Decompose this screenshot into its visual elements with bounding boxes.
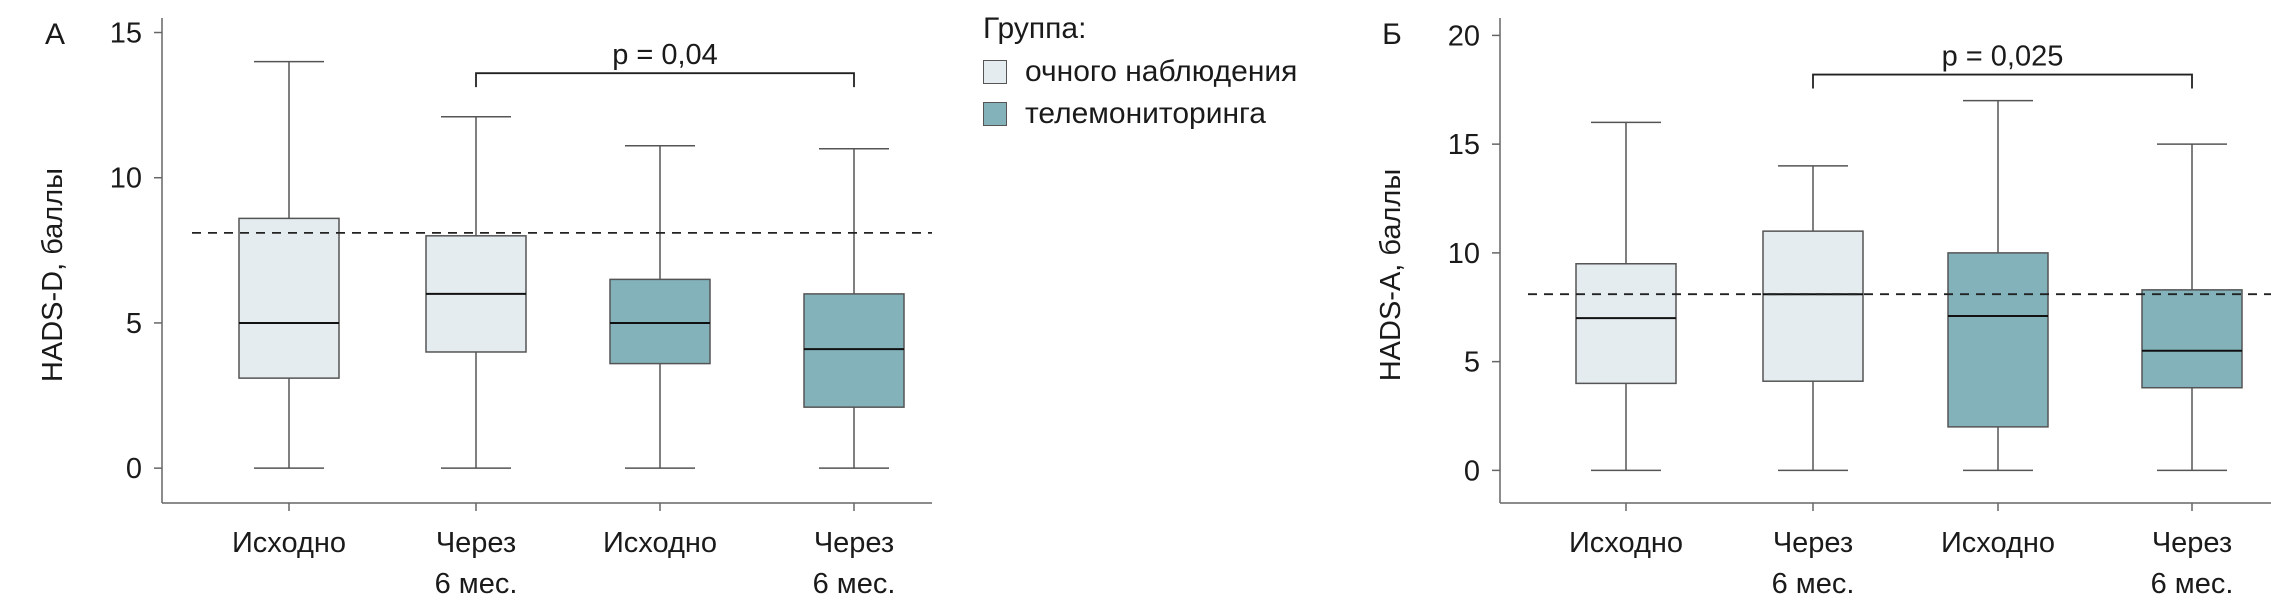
panel1-category-label: Исходно (232, 527, 346, 559)
panel2-category-label-line2: 6 мес. (1772, 568, 1855, 600)
panel2-category-label-line2: 6 мес. (2151, 568, 2234, 600)
panel1-category-label: Через (814, 527, 894, 559)
panel1-box (609, 278, 711, 365)
panel1-ytick-label: 5 (126, 308, 142, 340)
panel1-category-label-line2: 6 мес. (435, 568, 518, 600)
panel1-ytick-label: 0 (126, 453, 142, 485)
panel1-p-value: p = 0,04 (612, 39, 718, 71)
panel1-category-label-line2: 6 мес. (813, 568, 896, 600)
panel2-ytick-label: 10 (1448, 238, 1480, 270)
legend-swatch-visit (983, 60, 1007, 84)
panel2-panel-label: Б (1382, 18, 1402, 51)
panel1-category-label: Исходно (603, 527, 717, 559)
panel2-p-value: p = 0,025 (1942, 41, 2064, 73)
legend-item-visit: очного наблюдения (983, 55, 1297, 89)
panel1-ytick-label: 15 (110, 18, 142, 50)
panel2-box (2141, 289, 2243, 389)
panel2-box (1762, 230, 1864, 382)
legend-label-visit: очного наблюдения (1025, 55, 1298, 88)
panel2-ytick-label: 20 (1448, 20, 1480, 52)
panel2-y-axis-label: HADS-A, баллы (1375, 169, 1407, 381)
panel2-ytick-label: 5 (1464, 347, 1480, 379)
panel1-ytick-label: 10 (110, 163, 142, 195)
panel2-ytick-label: 15 (1448, 129, 1480, 161)
legend-swatch-tele (983, 102, 1007, 126)
panel1-category-label: Через (436, 527, 516, 559)
panel1-box (803, 293, 905, 408)
panel2-significance-bracket (1812, 73, 2193, 89)
panel2-ytick-label: 0 (1464, 455, 1480, 487)
panel1-significance-bracket (475, 72, 855, 88)
panel2-box (1575, 263, 1677, 385)
legend-label-tele: телемониторинга (1025, 97, 1266, 130)
panel1-panel-label: А (45, 18, 65, 51)
panel2-category-label: Через (1773, 527, 1853, 559)
panel2-box (1947, 252, 2049, 428)
legend-title: Группа: (983, 12, 1087, 45)
panel2-category-label: Исходно (1569, 527, 1683, 559)
panel1-box (238, 217, 340, 379)
panel2-category-label: Исходно (1941, 527, 2055, 559)
panel2-category-label: Через (2152, 527, 2232, 559)
legend-item-tele: телемониторинга (983, 97, 1266, 131)
panel1-y-axis-label: HADS-D, баллы (37, 168, 69, 382)
